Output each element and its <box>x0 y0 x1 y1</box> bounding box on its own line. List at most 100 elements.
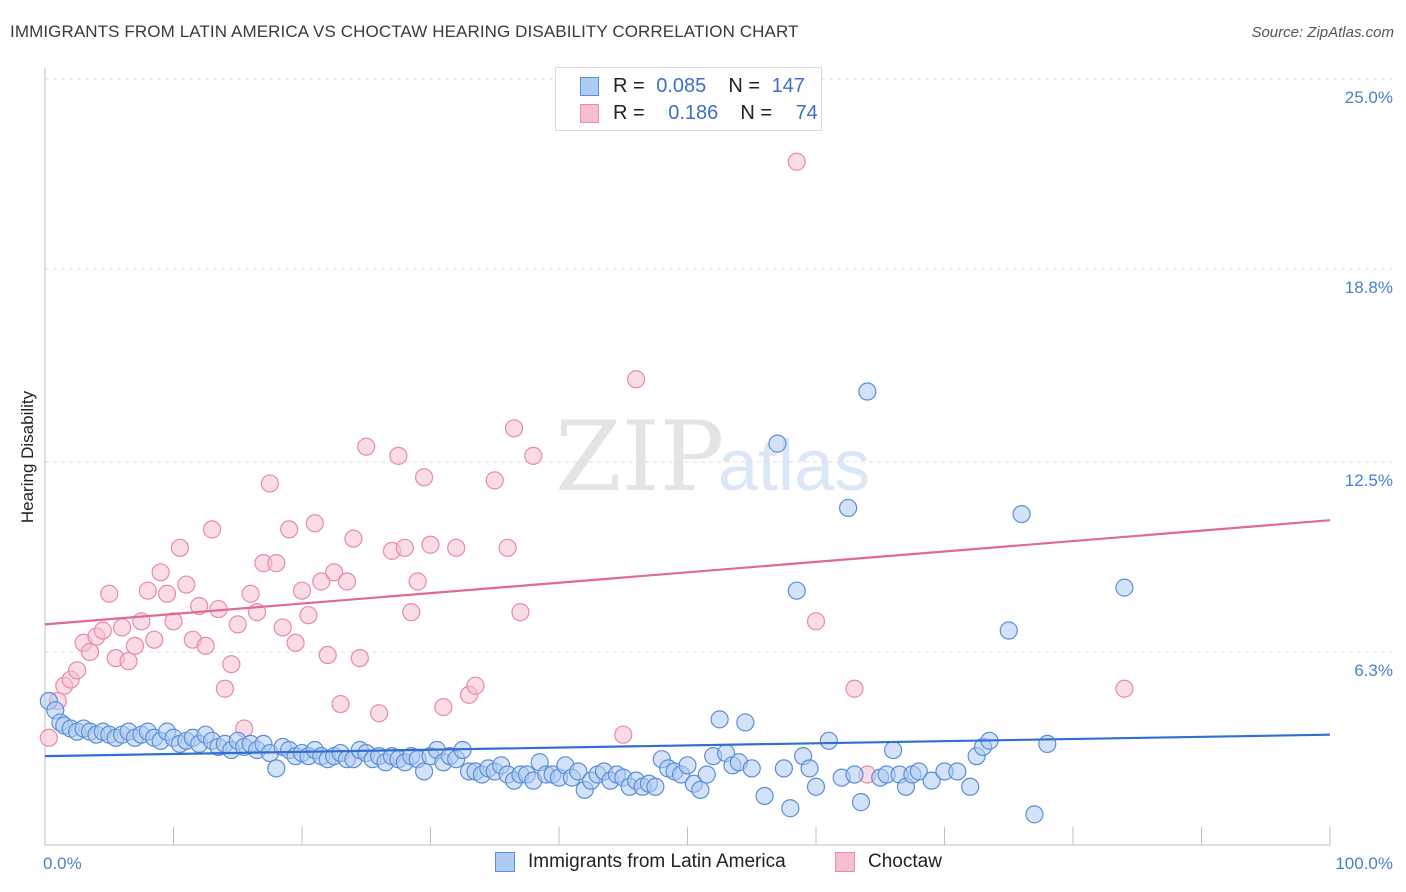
choctaw-point <box>222 655 241 674</box>
latin-america-point <box>781 799 800 818</box>
legend-r-label: R = <box>613 101 645 124</box>
latin-america-point <box>1025 805 1044 824</box>
choctaw-point <box>100 584 119 603</box>
latin-america-point <box>909 762 928 781</box>
blue-swatch <box>580 76 599 96</box>
latin-america-point <box>569 762 588 781</box>
series-legend-choctaw: Choctaw <box>835 851 942 873</box>
choctaw-point <box>466 676 485 695</box>
latin-america-point <box>961 777 980 796</box>
choctaw-point <box>119 652 138 671</box>
choctaw-point <box>170 538 190 557</box>
latin-america-point <box>414 762 434 781</box>
latin-america-point <box>755 786 774 806</box>
choctaw-point <box>202 520 222 539</box>
chart-title: IMMIGRANTS FROM LATIN AMERICA VS CHOCTAW… <box>10 22 799 41</box>
choctaw-point <box>286 633 305 652</box>
watermark-atlas: atlas <box>718 426 870 506</box>
series-legend-label: Immigrants from Latin America <box>528 851 786 872</box>
latin-america-point <box>774 759 793 778</box>
stats-legend: R = 0.085 N = 147 R = 0.186 N = 74 <box>555 67 822 131</box>
choctaw-point <box>350 648 369 668</box>
y-tick-label: 6.3% <box>1354 661 1393 680</box>
x-tick-label: 100.0% <box>1335 854 1393 873</box>
choctaw-point <box>151 563 170 582</box>
legend-r-value: 0.186 <box>668 101 719 124</box>
choctaw-point <box>389 446 408 465</box>
latin-america-point <box>691 780 710 799</box>
choctaw-point <box>177 575 196 594</box>
choctaw-point <box>626 370 646 389</box>
watermark-zip: ZIP <box>555 401 724 513</box>
choctaw-point <box>138 581 157 600</box>
latin-america-point <box>858 382 877 401</box>
choctaw-point <box>112 618 132 637</box>
latin-america-point <box>922 771 941 790</box>
y-axis-label: Hearing Disability <box>18 390 37 523</box>
choctaw-point <box>524 446 543 465</box>
y-axis-label-group: Hearing Disability <box>18 390 37 523</box>
choctaw-point <box>806 612 826 631</box>
choctaw-point <box>504 419 524 438</box>
choctaw-point <box>331 694 350 714</box>
legend-r-value: 0.085 <box>656 74 707 97</box>
y-tick-label: 25.0% <box>1345 88 1393 107</box>
source-label: Source: ZipAtlas.com <box>1251 24 1394 41</box>
choctaw-point <box>421 535 440 554</box>
choctaw-point <box>305 514 324 533</box>
latin-america-point <box>839 498 858 518</box>
legend-n-label: N = <box>728 74 760 97</box>
choctaw-point <box>157 584 177 603</box>
choctaw-point <box>414 468 434 487</box>
legend-n-value: 147 <box>771 74 805 97</box>
choctaw-point <box>80 642 100 662</box>
choctaw-point <box>614 725 633 744</box>
choctaw-point <box>402 603 421 622</box>
choctaw-point <box>1115 679 1134 698</box>
series-legend-latin-america: Immigrants from Latin America <box>495 851 786 873</box>
grid <box>45 78 1392 653</box>
tick-labels: 6.3% 12.5% 18.8% 25.0% 0.0% 100.0% <box>43 88 1393 873</box>
choctaw-trend-line <box>44 519 1331 626</box>
latin-america-point <box>883 740 903 760</box>
choctaw-point <box>325 563 344 582</box>
choctaw-point <box>228 615 247 634</box>
latin-america-point <box>806 777 826 796</box>
choctaw-point <box>215 679 234 698</box>
choctaw-point <box>292 581 312 600</box>
choctaw-point <box>447 538 466 557</box>
latin-america-point <box>736 713 755 732</box>
choctaw-point <box>845 679 864 698</box>
choctaw-point <box>395 538 414 557</box>
latin-america-trend-line <box>44 733 1331 758</box>
choctaw-point <box>370 704 389 723</box>
legend-row-latin-america: R = 0.085 N = 147 <box>580 74 805 98</box>
x-tick-label: 0.0% <box>43 854 82 873</box>
latin-america-point <box>768 434 787 453</box>
choctaw-point <box>299 606 318 625</box>
latin-america-point <box>646 777 665 796</box>
legend-n-label: N = <box>740 101 772 124</box>
legend-n-value: 74 <box>795 101 818 124</box>
choctaw-point <box>267 554 286 573</box>
choctaw-point <box>498 538 517 557</box>
choctaw-point <box>164 612 183 631</box>
choctaw-point <box>273 618 292 637</box>
pink-swatch <box>580 103 599 123</box>
choctaw-point <box>787 152 806 171</box>
choctaw-point <box>68 661 87 680</box>
choctaw-point <box>260 474 279 493</box>
latin-america-point <box>710 710 729 729</box>
latin-america-point <box>1012 504 1031 524</box>
latin-america-point <box>267 759 286 778</box>
latin-america-point <box>697 765 716 784</box>
latin-america-point <box>800 759 819 778</box>
series-legend: Immigrants from Latin America Choctaw <box>0 851 1406 877</box>
series-legend-label: Choctaw <box>868 851 942 872</box>
choctaw-point <box>485 471 504 490</box>
choctaw-point <box>93 621 112 640</box>
choctaw-point <box>196 636 215 655</box>
choctaw-point <box>312 572 331 591</box>
choctaw-point <box>357 437 376 456</box>
